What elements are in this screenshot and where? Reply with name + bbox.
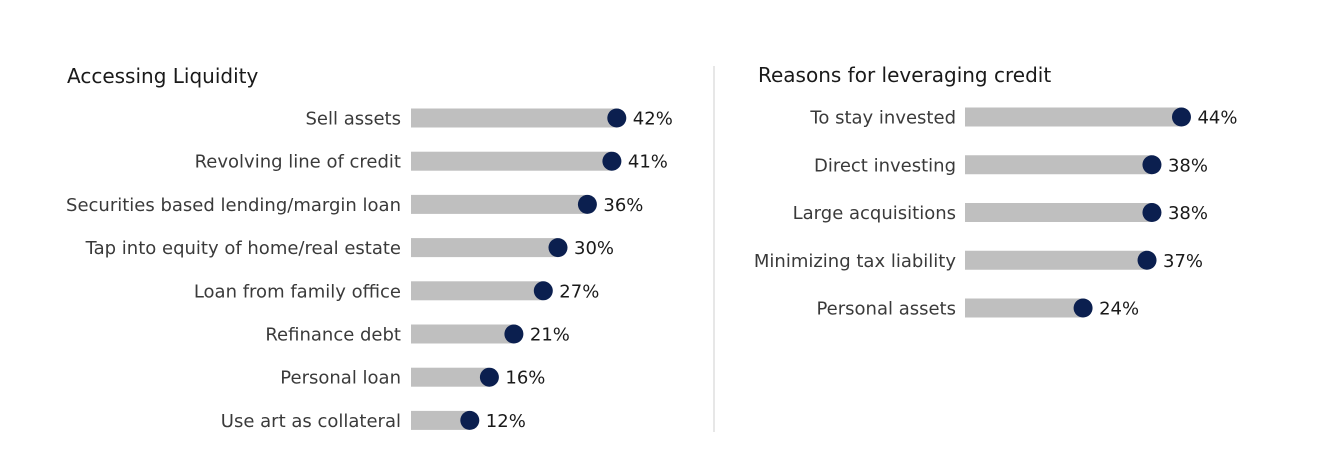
value-marker [460, 410, 480, 430]
category-label: Large acquisitions [793, 203, 956, 224]
bar [411, 281, 544, 301]
value-marker [504, 324, 524, 344]
bar [965, 298, 1084, 318]
value-marker [1137, 250, 1157, 270]
panel-reasons-for-leveraging-credit: Reasons for leveraging credit To stay in… [754, 63, 1238, 320]
bar [411, 367, 490, 387]
value-marker [1142, 155, 1162, 175]
category-label: Use art as collateral [221, 411, 401, 432]
chart-title: Reasons for leveraging credit [758, 63, 1051, 87]
bar [965, 107, 1182, 127]
bar [411, 238, 558, 258]
category-label: Tap into equity of home/real estate [85, 238, 401, 259]
value-marker [1171, 107, 1191, 127]
value-marker [479, 367, 499, 387]
bar [965, 250, 1148, 270]
value-marker [577, 194, 597, 214]
value-label: 30% [574, 238, 614, 259]
value-marker [548, 238, 568, 258]
panel-accessing-liquidity: Accessing Liquidity Sell assets 42% Revolv… [66, 64, 673, 432]
category-label: To stay invested [809, 108, 956, 129]
bar [411, 194, 588, 214]
bar [411, 324, 514, 344]
category-label: Securities based lending/margin loan [66, 195, 401, 216]
value-label: 27% [559, 281, 599, 302]
value-label: 21% [530, 325, 570, 346]
value-label: 12% [486, 411, 526, 432]
value-marker [602, 151, 622, 171]
value-label: 38% [1168, 155, 1208, 176]
category-label: Direct investing [814, 155, 956, 176]
bar [411, 410, 470, 430]
value-label: 38% [1168, 203, 1208, 224]
value-label: 36% [603, 195, 643, 216]
bar [411, 151, 612, 171]
category-label: Minimizing tax liability [754, 251, 956, 272]
bar [411, 108, 617, 128]
category-label: Refinance debt [265, 325, 401, 346]
chart-title: Accessing Liquidity [67, 64, 258, 88]
value-marker [1073, 298, 1093, 318]
category-label: Loan from family office [194, 281, 401, 302]
bar [965, 155, 1152, 175]
value-label: 16% [505, 368, 545, 389]
category-label: Personal assets [816, 299, 956, 320]
bar [965, 203, 1152, 222]
value-marker [1142, 203, 1162, 222]
value-marker [533, 281, 553, 301]
value-label: 37% [1163, 251, 1203, 272]
category-label: Revolving line of credit [195, 152, 401, 173]
category-label: Sell assets [305, 109, 401, 130]
value-marker [607, 108, 627, 128]
category-label: Personal loan [280, 368, 401, 389]
value-label: 42% [633, 109, 673, 130]
value-label: 44% [1197, 108, 1237, 129]
value-label: 24% [1099, 299, 1139, 320]
value-label: 41% [628, 152, 668, 173]
